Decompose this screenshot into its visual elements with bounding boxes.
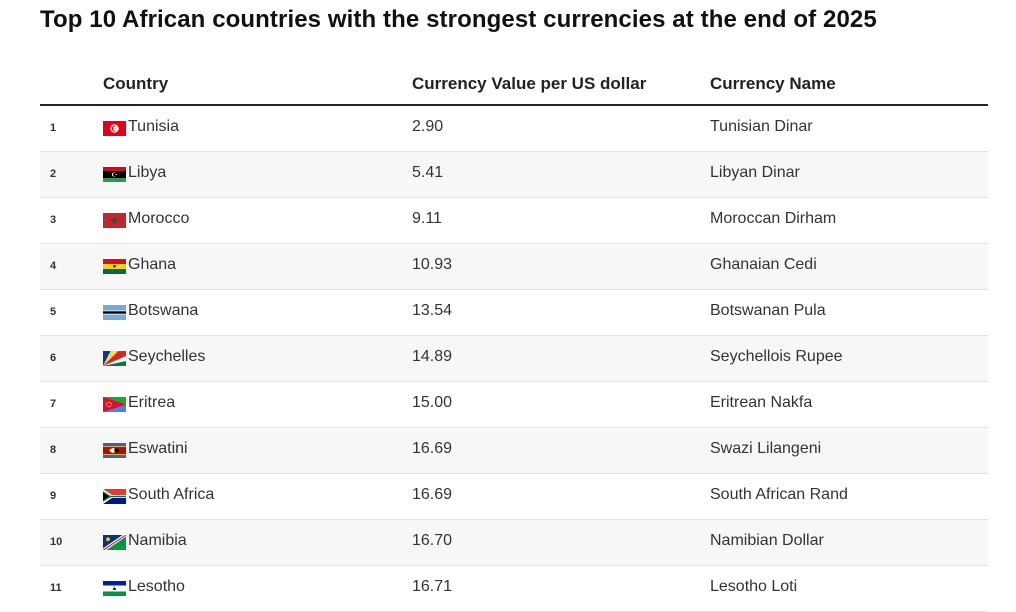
rank-cell: 3: [50, 214, 57, 226]
currency-name-cell: Seychellois Rupee: [710, 348, 843, 365]
country-cell: Eswatini: [128, 440, 188, 457]
value-cell: 9.11: [412, 210, 442, 227]
rank-cell: 9: [50, 490, 57, 502]
rank-cell: 4: [50, 260, 57, 272]
rank-cell: 5: [50, 306, 57, 318]
currency-name-cell: Botswanan Pula: [710, 302, 826, 319]
value-cell: 5.41: [412, 164, 444, 181]
eritrea-flag-icon: [103, 397, 126, 412]
currency-name-cell: Swazi Lilangeni: [710, 440, 822, 457]
country-cell: Tunisia: [128, 118, 179, 135]
table-row: 10 Namibia 16.70 Namibian Dollar: [40, 520, 988, 566]
rank-cell: 11: [50, 582, 62, 594]
namibia-flag-icon: [103, 535, 126, 550]
value-cell: 16.70: [412, 532, 453, 549]
value-cell: 2.90: [412, 118, 444, 135]
country-cell: Ghana: [128, 256, 177, 273]
country-cell: Eritrea: [128, 394, 176, 411]
table-row: 5 Botswana 13.54 Botswanan Pula: [40, 290, 988, 336]
rank-cell: 2: [50, 168, 57, 180]
currency-name-cell: Ghanaian Cedi: [710, 256, 817, 273]
country-cell: Namibia: [128, 532, 187, 549]
country-cell: Libya: [128, 164, 167, 181]
morocco-flag-icon: [103, 213, 126, 228]
ghana-flag-icon: [103, 259, 126, 274]
country-cell: Seychelles: [128, 348, 206, 365]
header-value: Currency Value per US dollar: [412, 74, 647, 93]
country-cell: Botswana: [128, 302, 199, 319]
table-row: 1 Tunisia 2.90 Tunisian Dinar: [40, 106, 988, 152]
table-row: 3 Morocco 9.11 Moroccan Dirham: [40, 198, 988, 244]
table-row: 11 Lesotho 16.71 Lesotho Loti: [40, 566, 988, 612]
header-currency-name: Currency Name: [710, 74, 836, 93]
currency-name-cell: Namibian Dollar: [710, 532, 824, 549]
value-cell: 15.00: [412, 394, 453, 411]
libya-flag-icon: [103, 167, 126, 182]
table-header: Country Currency Value per US dollar Cur…: [40, 62, 988, 106]
table-row: 7 Eritrea 15.00 Eritrean Nakfa: [40, 382, 988, 428]
currency-name-cell: Libyan Dinar: [710, 164, 800, 181]
lesotho-flag-icon: [103, 581, 126, 596]
botswana-flag-icon: [103, 305, 126, 320]
currency-table: Country Currency Value per US dollar Cur…: [40, 62, 988, 612]
table-body: 1 Tunisia 2.90 Tunisian Dinar 2 Libya 5.41 Liby…: [40, 106, 988, 612]
value-cell: 16.69: [412, 486, 453, 503]
table-row: 2 Libya 5.41 Libyan Dinar: [40, 152, 988, 198]
tunisia-flag-icon: [103, 121, 126, 136]
value-cell: 10.93: [412, 256, 453, 273]
value-cell: 14.89: [412, 348, 453, 365]
country-cell: South Africa: [128, 486, 215, 503]
country-cell: Lesotho: [128, 578, 185, 595]
table-row: 4 Ghana 10.93 Ghanaian Cedi: [40, 244, 988, 290]
currency-name-cell: South African Rand: [710, 486, 848, 503]
rank-cell: 10: [50, 536, 63, 548]
header-country: Country: [103, 74, 169, 93]
table-row: 6 Seychelles 14.89 Seychellois Rupee: [40, 336, 988, 382]
value-cell: 16.71: [412, 578, 453, 595]
currency-name-cell: Eritrean Nakfa: [710, 394, 813, 411]
currency-name-cell: Moroccan Dirham: [710, 210, 837, 227]
value-cell: 13.54: [412, 302, 453, 319]
value-cell: 16.69: [412, 440, 453, 457]
rank-cell: 1: [50, 122, 57, 134]
table-row: 9 South Africa 16.69 South African Rand: [40, 474, 988, 520]
chart-title: Top 10 African countries with the strong…: [40, 6, 877, 33]
table-row: 8 Eswatini 16.69 Swazi Lilangeni: [40, 428, 988, 474]
currency-name-cell: Tunisian Dinar: [710, 118, 813, 135]
country-cell: Morocco: [128, 210, 190, 227]
rank-cell: 7: [50, 398, 57, 410]
eswatini-flag-icon: [103, 443, 126, 458]
south-africa-flag-icon: [103, 489, 126, 504]
rank-cell: 6: [50, 352, 57, 364]
seychelles-flag-icon: [103, 351, 126, 366]
currency-name-cell: Lesotho Loti: [710, 578, 798, 595]
rank-cell: 8: [50, 444, 57, 456]
